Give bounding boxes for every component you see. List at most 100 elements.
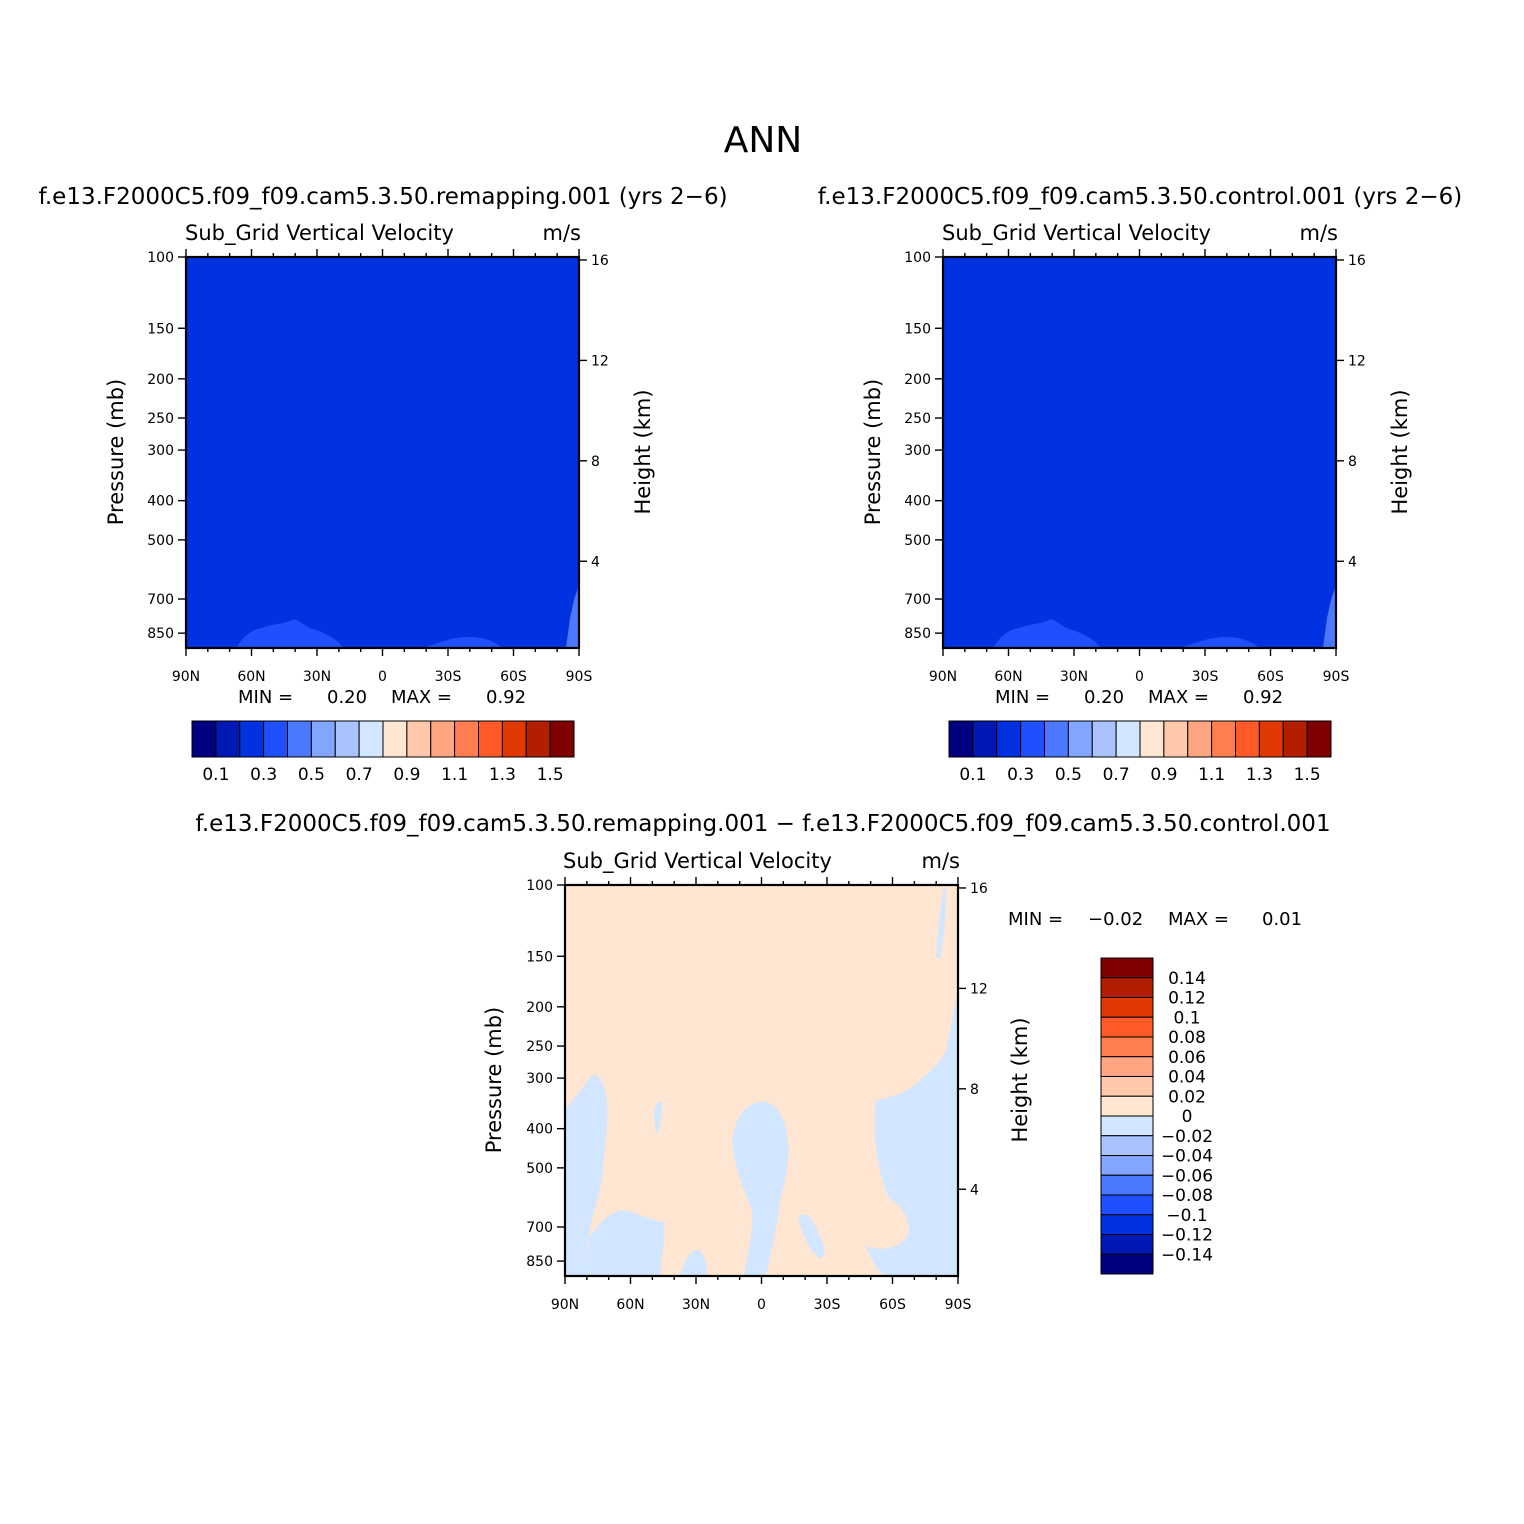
colorbar-label: 0 — [1182, 1107, 1193, 1127]
colorbar-swatch — [1235, 720, 1260, 758]
colorbar-swatch — [996, 720, 1022, 758]
y-tick-label: 400 — [526, 1122, 553, 1138]
contour-region-north-midlat — [236, 619, 344, 648]
y-tick-label: 250 — [147, 411, 174, 427]
plot-area — [184, 255, 581, 650]
colorbar-swatch — [1100, 977, 1154, 998]
y-tick-label: 500 — [904, 533, 931, 549]
colorbar-label: 0.14 — [1168, 969, 1206, 989]
height-tick-label: 16 — [970, 881, 988, 897]
colorbar-label: 0.04 — [1168, 1068, 1206, 1088]
colorbar-swatch — [525, 720, 551, 758]
x-tick-label: 90S — [1323, 669, 1350, 685]
max-value: 0.92 — [486, 687, 526, 708]
colorbar-label: 1.1 — [441, 765, 468, 785]
contour-region-south-midlat — [424, 636, 502, 648]
units-label: m/s — [922, 849, 960, 873]
height-tick-label: 16 — [591, 253, 609, 269]
colorbar-label: 0.1 — [1173, 1008, 1200, 1028]
colorbar-label: 0.1 — [202, 765, 229, 785]
variable-title: Sub_Grid Vertical Velocity — [185, 221, 454, 246]
y-tick-label: 250 — [526, 1039, 553, 1055]
contour-region-upper-filament — [936, 888, 946, 958]
y-axis-label-right: Height (km) — [1388, 389, 1412, 514]
panel-control: f.e13.F2000C5.f09_f09.cam5.3.50.control.… — [818, 184, 1462, 785]
x-tick-label: 30S — [814, 1297, 841, 1313]
colorbar-label: 1.5 — [537, 765, 564, 785]
colorbar-label: 0.7 — [1103, 765, 1130, 785]
colorbar-swatch — [1100, 957, 1154, 979]
y-tick-label: 700 — [147, 592, 174, 608]
colorbar-swatch — [1091, 720, 1117, 758]
y-axis-label: Pressure (mb) — [861, 379, 885, 526]
colorbar-swatch — [1100, 1056, 1154, 1077]
y-tick-label: 850 — [904, 626, 931, 642]
height-tick-label: 12 — [591, 353, 609, 369]
colorbar-label: −0.08 — [1161, 1186, 1213, 1206]
y-tick-label: 500 — [147, 533, 174, 549]
colorbar-swatch — [1115, 720, 1141, 758]
colorbar-swatch — [454, 720, 479, 758]
contour-region-south-midlat — [1181, 636, 1259, 648]
colorbar-swatch — [406, 720, 432, 758]
colorbar-label: 0.3 — [1007, 765, 1034, 785]
x-tick-label: 90S — [945, 1297, 972, 1313]
axes: 90N 60N 30N 0 30S 60S 90S 100 150 200 250 300 400 500… — [904, 249, 1366, 685]
max-value: 0.01 — [1262, 909, 1302, 930]
colorbar-swatch — [1100, 997, 1154, 1018]
colorbar-label: 0.12 — [1168, 989, 1206, 1009]
colorbar-swatch — [1139, 720, 1165, 758]
colorbar-swatch — [1306, 720, 1332, 758]
colorbar-label: −0.06 — [1161, 1166, 1213, 1186]
variable-title: Sub_Grid Vertical Velocity — [563, 849, 832, 874]
contour-region-north-midlat — [993, 619, 1101, 648]
colorbar-label: 0.5 — [1055, 765, 1082, 785]
y-tick-label: 250 — [904, 411, 931, 427]
colorbar-label: 1.3 — [1246, 765, 1273, 785]
colorbar-swatch — [1258, 720, 1284, 758]
colorbar-swatch — [1100, 1194, 1154, 1216]
y-tick-label: 100 — [526, 878, 553, 894]
y-tick-label: 500 — [526, 1161, 553, 1177]
colorbar-label: 0.08 — [1168, 1028, 1206, 1048]
x-tick-label: 60N — [237, 669, 265, 685]
y-tick-label: 400 — [904, 494, 931, 510]
contour-region-arctic — [565, 1074, 608, 1276]
colorbar-label: 0.9 — [1150, 765, 1177, 785]
x-tick-label: 30N — [682, 1297, 710, 1313]
field-background — [186, 257, 579, 648]
y-tick-label: 850 — [526, 1254, 553, 1270]
y-tick-label: 200 — [526, 1000, 553, 1016]
y-tick-label: 300 — [526, 1071, 553, 1087]
min-value: 0.20 — [327, 687, 367, 708]
height-tick-label: 12 — [1348, 353, 1366, 369]
y-axis-label: Pressure (mb) — [104, 379, 128, 526]
y-tick-label: 300 — [147, 443, 174, 459]
x-tick-label: 30S — [1192, 669, 1219, 685]
colorbar-label: −0.12 — [1161, 1226, 1213, 1246]
max-value: 0.92 — [1243, 687, 1283, 708]
height-tick-label: 16 — [1348, 253, 1366, 269]
colorbar-label: −0.1 — [1166, 1206, 1207, 1226]
variable-title: Sub_Grid Vertical Velocity — [942, 221, 1211, 246]
units-label: m/s — [1300, 221, 1338, 245]
y-tick-label: 200 — [904, 372, 931, 388]
y-tick-label: 200 — [147, 372, 174, 388]
y-tick-label: 700 — [904, 592, 931, 608]
contour-region-equator — [732, 1101, 789, 1276]
y-tick-label: 300 — [904, 443, 931, 459]
x-tick-label: 90N — [172, 669, 200, 685]
x-tick-label: 90N — [929, 669, 957, 685]
x-tick-label: 30N — [303, 669, 331, 685]
case-title: f.e13.F2000C5.f09_f09.cam5.3.50.remappin… — [195, 811, 1330, 837]
x-tick-label: 90N — [551, 1297, 579, 1313]
height-tick-label: 12 — [970, 981, 988, 997]
x-tick-label: 90S — [566, 669, 593, 685]
max-label: MAX = — [1168, 909, 1229, 930]
units-label: m/s — [543, 221, 581, 245]
colorbar-swatch — [382, 720, 408, 758]
colorbar-swatch — [1100, 1095, 1154, 1117]
max-label: MAX = — [391, 687, 452, 708]
contour-region-north-tropics — [680, 1249, 707, 1276]
